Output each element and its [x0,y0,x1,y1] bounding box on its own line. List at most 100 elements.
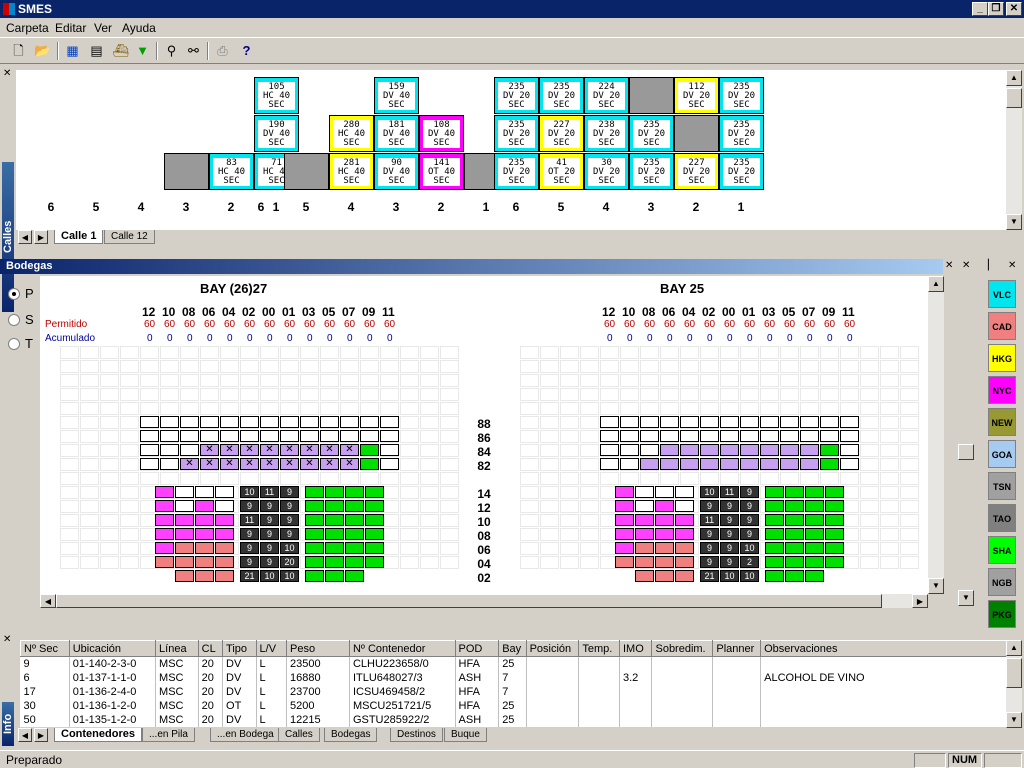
deck-slot[interactable] [840,416,859,428]
hold-slot[interactable]: 9 [280,486,299,498]
hold-slot[interactable] [635,500,654,512]
table-row[interactable]: 17 01-136-2-4-0 MSC 20 DV L 23700 ICSU469458/2 H… [20,684,1008,699]
deck-slot[interactable] [600,458,619,470]
scroll-down-icon[interactable]: ▼ [928,578,944,594]
destination-nyc[interactable]: NYC [988,376,1016,404]
stack-cell[interactable]: 235 DV 20 SEC [494,115,539,152]
hold-slot[interactable] [195,514,214,526]
scroll-left-icon[interactable]: ◀ [40,594,56,608]
column-header[interactable]: Posición [525,640,580,657]
stack-cell[interactable]: 235 DV 20 SEC [494,153,539,190]
deck-slot[interactable] [740,458,759,470]
deck-slot[interactable] [760,444,779,456]
destination-tao[interactable]: TAO [988,504,1016,532]
deck-slot[interactable] [720,416,739,428]
column-header[interactable]: Bay [498,640,527,657]
hold-slot[interactable]: 9 [720,556,739,568]
hold-slot[interactable] [615,528,634,540]
stack-cell[interactable]: 235 DV 20 SEC [719,115,764,152]
hold-slot[interactable] [805,486,824,498]
hold-slot[interactable] [365,556,384,568]
deck-slot[interactable] [640,430,659,442]
deck-slot[interactable] [680,430,699,442]
hold-slot[interactable] [615,556,634,568]
stack-cell[interactable]: 30 DV 20 SEC [584,153,629,190]
hold-slot[interactable] [155,556,174,568]
deck-slot[interactable] [640,416,659,428]
deck-slot[interactable] [140,458,159,470]
table-row[interactable]: 50 01-135-1-2-0 MSC 20 DV L 12215 GSTU285922/2 A… [20,712,1008,727]
deck-slot[interactable]: ✕ [300,458,319,470]
deck-slot[interactable] [300,416,319,428]
deck-slot[interactable] [200,416,219,428]
scroll-down-icon[interactable]: ▼ [958,590,974,606]
hold-slot[interactable] [175,500,194,512]
stack-cell[interactable]: 224 DV 20 SEC [584,77,629,114]
table-row[interactable]: 9 01-140-2-3-0 MSC 20 DV L 23500 CLHU223658/0 HF… [20,656,1008,671]
hold-slot[interactable]: 10 [740,542,759,554]
hold-slot[interactable]: 9 [260,556,279,568]
deck-slot[interactable] [320,416,339,428]
hold-slot[interactable]: 9 [740,514,759,526]
hold-slot[interactable] [655,542,674,554]
calles-close-icon[interactable]: ✕ [3,68,12,79]
hold-slot[interactable]: 9 [280,528,299,540]
radio-t[interactable] [8,338,20,350]
close-button[interactable]: ✕ [1006,2,1022,16]
deck-slot[interactable] [340,416,359,428]
tab-calles[interactable]: Calles [278,728,320,742]
column-header[interactable]: IMO [618,640,653,657]
hold-slot[interactable]: 20 [280,556,299,568]
hold-slot[interactable]: 9 [720,528,739,540]
deck-slot[interactable]: ✕ [280,458,299,470]
hold-slot[interactable] [305,528,324,540]
hold-slot[interactable]: 9 [260,528,279,540]
deck-slot[interactable] [380,416,399,428]
column-header[interactable]: Ubicación [68,640,157,657]
tab-next-icon[interactable]: ▶ [34,728,48,742]
radio-p[interactable] [8,288,20,300]
deck-slot[interactable] [260,430,279,442]
stack-cell[interactable] [674,115,719,152]
hold-slot[interactable] [675,528,694,540]
hold-slot[interactable]: 9 [240,556,259,568]
hold-slot[interactable] [305,542,324,554]
deck-slot[interactable] [680,416,699,428]
hold-slot[interactable]: 9 [740,528,759,540]
hold-slot[interactable] [635,570,654,582]
hold-slot[interactable] [765,570,784,582]
hold-slot[interactable] [825,556,844,568]
column-header[interactable]: Temp. [578,640,620,657]
deck-slot[interactable] [140,430,159,442]
tab-prev-icon[interactable]: ◀ [18,728,32,742]
deck-slot[interactable]: ✕ [320,444,339,456]
tab-contenedores[interactable]: Contenedores [54,728,142,742]
bodegas-vscroll[interactable]: ▲ ▼ [928,276,944,594]
stack-cell[interactable]: 235 DV 20 SEC [629,115,674,152]
deck-slot[interactable] [380,444,399,456]
hold-slot[interactable] [345,542,364,554]
hold-slot[interactable]: 9 [260,514,279,526]
stack-cell[interactable]: 159 DV 40 SEC [374,77,419,114]
deck-slot[interactable] [800,458,819,470]
deck-slot[interactable] [820,416,839,428]
deck-slot[interactable]: ✕ [280,444,299,456]
hold-slot[interactable]: 21 [700,570,719,582]
hold-slot[interactable]: 11 [260,486,279,498]
hold-slot[interactable] [215,514,234,526]
deck-slot[interactable] [380,458,399,470]
stack-cell[interactable]: 227 DV 20 SEC [674,153,719,190]
hold-slot[interactable]: 21 [240,570,259,582]
destination-tsn[interactable]: TSN [988,472,1016,500]
scroll-up-icon[interactable]: ▲ [1006,640,1022,656]
stack-cell[interactable]: 227 DV 20 SEC [539,115,584,152]
tab-calle-12[interactable]: Calle 12 [104,230,155,244]
hold-slot[interactable]: 11 [700,514,719,526]
deck-slot[interactable]: ✕ [240,458,259,470]
destination-sha[interactable]: SHA [988,536,1016,564]
hold-slot[interactable]: 11 [240,514,259,526]
hold-slot[interactable] [325,556,344,568]
deck-slot[interactable] [360,444,379,456]
stack-cell[interactable]: 90 DV 40 SEC [374,153,419,190]
calles-scrollbar[interactable]: ▲ ▼ [1006,70,1022,230]
